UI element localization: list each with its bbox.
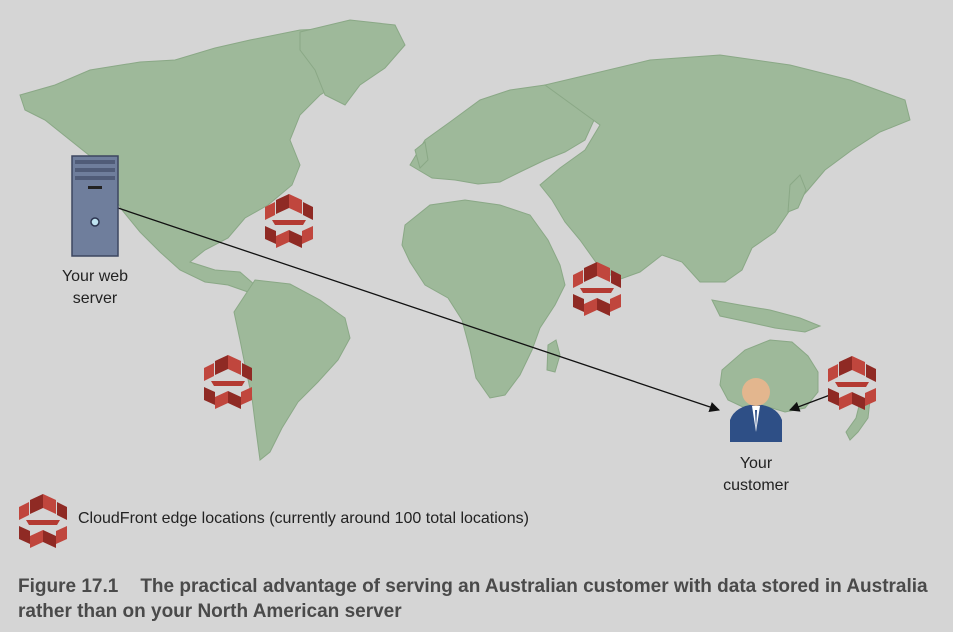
edge-icon-legend (19, 494, 67, 548)
figure-caption: Figure 17.1 The practical advantage of se… (18, 574, 938, 624)
customer-person-icon (730, 378, 782, 442)
legend-text: CloudFront edge locations (currently aro… (78, 510, 529, 527)
indonesia-land (711, 299, 822, 333)
world-map-diagram (19, 19, 911, 548)
server-to-customer-arrow (117, 207, 720, 412)
madagascar-land (546, 339, 561, 373)
customer-label: Your customer (706, 453, 806, 497)
greenland-land (299, 19, 406, 106)
africa-land (401, 199, 566, 399)
web-server-label-line1: Your web (61, 268, 129, 285)
north-america-land (19, 27, 396, 293)
edge-icon-australia (828, 356, 876, 410)
japan-land (787, 174, 807, 213)
customer-label-line2: customer (723, 477, 789, 494)
web-server-icon (71, 155, 119, 257)
web-server-label: Your web server (45, 266, 145, 310)
australia-land (719, 339, 819, 413)
edge-to-customer-arrow (789, 394, 831, 412)
europe-land (409, 84, 596, 185)
figure-number: Figure 17.1 (18, 576, 119, 597)
customer-label-line1: Your (739, 455, 773, 472)
figure-caption-text: The practical advantage of serving an Au… (18, 576, 928, 622)
south-america-land (233, 279, 351, 461)
asia-land (539, 54, 911, 283)
uk-land (414, 141, 429, 169)
continents (19, 19, 911, 461)
web-server-label-line2: server (72, 290, 118, 307)
